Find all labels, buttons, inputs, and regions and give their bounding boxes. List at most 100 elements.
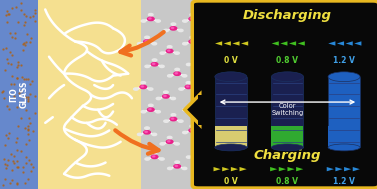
Point	[14, 137, 20, 140]
Circle shape	[156, 20, 160, 22]
Circle shape	[171, 114, 176, 116]
Point	[6, 51, 12, 54]
Circle shape	[141, 20, 146, 22]
Point	[14, 149, 20, 152]
Polygon shape	[327, 167, 334, 171]
Circle shape	[190, 107, 193, 108]
Circle shape	[164, 29, 169, 32]
Circle shape	[178, 120, 183, 122]
Bar	[328, 77, 360, 147]
Circle shape	[171, 97, 175, 100]
Circle shape	[147, 17, 154, 21]
Point	[5, 61, 11, 64]
Point	[24, 33, 30, 36]
Circle shape	[179, 88, 184, 90]
Circle shape	[190, 102, 195, 105]
Circle shape	[141, 82, 146, 84]
Circle shape	[189, 129, 196, 132]
Point	[20, 43, 26, 46]
Point	[28, 163, 34, 166]
Circle shape	[175, 73, 178, 74]
Circle shape	[183, 20, 187, 22]
Circle shape	[144, 40, 150, 43]
Point	[2, 68, 8, 71]
Polygon shape	[354, 41, 362, 46]
Circle shape	[156, 97, 161, 100]
Point	[29, 166, 35, 169]
Circle shape	[164, 120, 169, 122]
Point	[3, 167, 9, 170]
Point	[26, 117, 32, 120]
Circle shape	[201, 63, 205, 66]
Point	[3, 47, 9, 50]
Point	[13, 6, 19, 9]
Circle shape	[175, 68, 179, 71]
Circle shape	[194, 61, 196, 63]
Polygon shape	[287, 167, 295, 171]
Point	[13, 141, 19, 144]
Point	[26, 138, 32, 141]
Circle shape	[160, 52, 165, 54]
Circle shape	[141, 111, 146, 113]
Point	[25, 98, 31, 101]
Circle shape	[145, 131, 147, 132]
Polygon shape	[271, 41, 279, 46]
Bar	[215, 126, 247, 147]
Point	[9, 7, 15, 10]
Circle shape	[197, 109, 202, 111]
Point	[23, 40, 29, 43]
Circle shape	[138, 133, 142, 136]
Text: 0.8 V: 0.8 V	[276, 177, 299, 186]
Circle shape	[197, 131, 202, 134]
Point	[7, 32, 13, 35]
Point	[2, 143, 8, 146]
Point	[21, 42, 28, 45]
Point	[14, 166, 20, 169]
Point	[22, 127, 28, 130]
Point	[14, 76, 20, 79]
Ellipse shape	[328, 72, 360, 82]
Circle shape	[175, 165, 178, 167]
Circle shape	[174, 165, 181, 168]
Point	[23, 109, 29, 112]
Point	[23, 14, 29, 17]
Point	[15, 20, 21, 23]
Polygon shape	[280, 41, 287, 46]
Circle shape	[182, 167, 187, 170]
Point	[6, 108, 12, 111]
Point	[25, 77, 31, 81]
Circle shape	[189, 17, 196, 21]
Circle shape	[171, 27, 174, 29]
Circle shape	[190, 18, 193, 19]
Ellipse shape	[271, 72, 303, 82]
Point	[21, 78, 27, 81]
Circle shape	[152, 43, 156, 45]
Circle shape	[152, 63, 155, 64]
Circle shape	[152, 152, 157, 154]
Point	[8, 152, 14, 155]
Circle shape	[186, 82, 191, 84]
Ellipse shape	[215, 72, 247, 82]
Circle shape	[168, 75, 172, 77]
Point	[15, 60, 21, 63]
Circle shape	[175, 143, 179, 145]
Circle shape	[194, 150, 198, 152]
Circle shape	[145, 127, 149, 129]
Circle shape	[185, 85, 192, 89]
Circle shape	[189, 40, 196, 43]
Point	[8, 83, 14, 86]
Point	[14, 77, 20, 80]
Polygon shape	[241, 41, 248, 46]
Circle shape	[197, 20, 202, 22]
Point	[30, 14, 36, 17]
Circle shape	[138, 43, 142, 45]
Point	[15, 124, 21, 127]
Point	[0, 47, 6, 50]
Point	[25, 95, 31, 98]
Circle shape	[140, 85, 147, 89]
Point	[2, 163, 8, 166]
Point	[29, 80, 35, 83]
Circle shape	[186, 86, 189, 87]
Point	[0, 90, 5, 93]
Point	[30, 130, 36, 133]
